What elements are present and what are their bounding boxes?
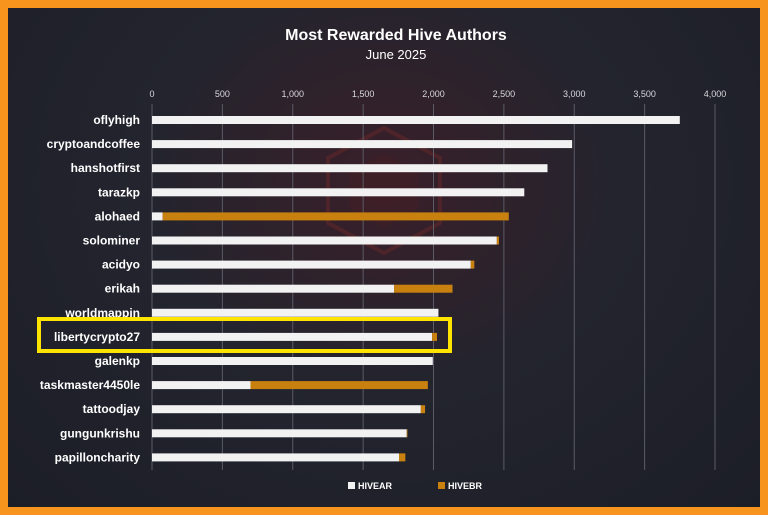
bar-hivear	[152, 453, 400, 462]
category-label: cryptoandcoffee	[47, 137, 141, 151]
bar-hivear	[152, 332, 433, 341]
bar-hivear	[152, 405, 421, 414]
bar-hivear	[152, 116, 680, 124]
category-label: solominer	[83, 234, 141, 248]
bar-hivebr	[496, 236, 499, 245]
category-label: hanshotfirst	[71, 161, 140, 175]
bar-hivebr	[420, 405, 426, 414]
legend: HIVEAR HIVEBR	[348, 481, 483, 491]
bar-hivear	[152, 164, 548, 173]
category-label: acidyo	[102, 258, 140, 272]
bar-hivear	[152, 260, 471, 269]
x-tick-label: 2,500	[493, 89, 516, 99]
category-labels: oflyhigh cryptoandcoffee hanshotfirst taraz…	[40, 113, 140, 464]
legend-swatch-hivear	[348, 482, 355, 489]
highlight-box	[37, 317, 452, 353]
x-tick-label: 0	[149, 89, 154, 99]
x-tick-label: 1,500	[352, 89, 375, 99]
legend-label-hivear: HIVEAR	[358, 481, 393, 491]
category-label: alohaed	[95, 209, 140, 223]
bar-hivear	[152, 236, 497, 245]
x-tick-label: 2,000	[422, 89, 445, 99]
x-axis-ticks: 0 500 1,000 1,500 2,000 2,500 3,000 3,500 4,000	[149, 89, 726, 99]
x-tick-label: 3,000	[563, 89, 586, 99]
chart-frame: Most Rewarded Hive Authors June 2025 0 50…	[8, 8, 760, 507]
bar-hivebr	[432, 332, 438, 341]
legend-label-hivebr: HIVEBR	[448, 481, 483, 491]
chart-title: Most Rewarded Hive Authors	[285, 27, 507, 44]
category-label: taskmaster4450le	[40, 378, 140, 392]
bar-hivear	[152, 308, 439, 317]
legend-swatch-hivebr	[438, 482, 445, 489]
bar-hivear	[152, 429, 407, 438]
category-label: libertycrypto27	[54, 330, 140, 344]
bar-hivear	[152, 212, 163, 221]
category-label: papilloncharity	[55, 450, 141, 464]
category-label: oflyhigh	[93, 113, 140, 127]
bar-hivebr	[394, 284, 453, 293]
x-tick-label: 3,500	[633, 89, 656, 99]
bar-hivebr	[399, 453, 406, 462]
category-label: worldmappin	[64, 306, 140, 320]
bar-hivear	[152, 140, 573, 149]
category-label: tarazkp	[98, 185, 140, 199]
bar-hivebr	[406, 429, 408, 438]
bar-hivebr	[470, 260, 475, 269]
category-label: gungunkrishu	[60, 426, 140, 440]
bar-hivebr	[162, 212, 509, 221]
category-label: erikah	[105, 282, 140, 296]
bar-hivear	[152, 188, 525, 197]
bar-hivebr	[250, 381, 428, 390]
bars	[152, 116, 680, 462]
category-label: tattoodjay	[83, 402, 141, 416]
bar-hivear	[152, 381, 251, 390]
x-tick-label: 1,000	[281, 89, 304, 99]
chart: Most Rewarded Hive Authors June 2025 0 50…	[37, 27, 726, 491]
x-tick-label: 500	[215, 89, 230, 99]
bar-hivear	[152, 357, 433, 365]
chart-subtitle: June 2025	[366, 47, 427, 62]
category-label: galenkp	[95, 354, 140, 368]
bar-hivear	[152, 284, 395, 293]
x-tick-label: 4,000	[704, 89, 727, 99]
